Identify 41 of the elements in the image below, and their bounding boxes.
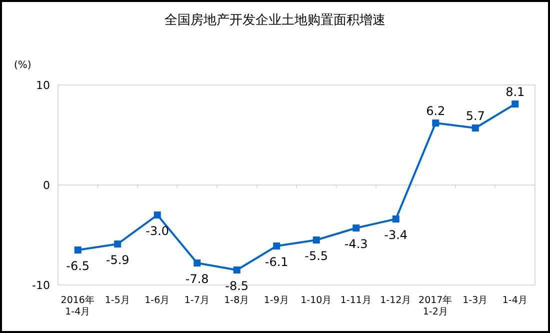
point <box>74 246 82 254</box>
point <box>472 124 479 132</box>
text: 8.1 <box>506 85 525 99</box>
text: -3.0 <box>146 224 170 238</box>
text: -6.5 <box>66 259 90 273</box>
x-tick-label: 1-5月 <box>104 295 130 306</box>
x-tick-label: 2016年 1-4月 <box>60 294 95 318</box>
y-tick-label: 0 <box>43 179 50 192</box>
text: -5.9 <box>106 253 130 267</box>
text: 5.7 <box>466 109 485 123</box>
text: -5.5 <box>304 249 328 263</box>
x-tick-label: 2017年 1-2月 <box>418 294 453 318</box>
y-tick-label: 10 <box>36 79 50 92</box>
chart-title: 全国房地产开发企业土地购置面积增速 <box>164 12 386 28</box>
text: -3.4 <box>384 228 408 242</box>
point <box>273 242 280 250</box>
x-tick-label: 1-10月 <box>300 295 332 306</box>
text: -7.8 <box>185 272 209 286</box>
text: -8.5 <box>225 279 249 293</box>
point <box>512 100 519 108</box>
x-tick-label: 1-12月 <box>380 295 412 306</box>
y-axis-title: (%) <box>14 60 32 71</box>
x-tick-label: 1-3月 <box>462 295 488 306</box>
point <box>114 240 122 248</box>
point <box>194 260 201 266</box>
point <box>352 224 360 232</box>
x-tick-label: 1-6月 <box>144 295 170 306</box>
text: -4.3 <box>344 237 368 251</box>
point <box>233 266 240 274</box>
text: 6.2 <box>426 104 446 118</box>
point <box>312 236 320 244</box>
point <box>432 120 440 126</box>
x-tick-label: 1-7月 <box>184 295 210 306</box>
x-tick-label: 1-4月 <box>502 295 528 306</box>
point <box>392 216 400 222</box>
x-tick-label: 1-9月 <box>264 295 290 306</box>
x-tick-label: 1-11月 <box>340 295 372 306</box>
point <box>154 212 161 218</box>
text: -6.1 <box>264 255 288 269</box>
y-tick-label: -10 <box>32 279 50 292</box>
x-tick-label: 1-8月 <box>224 295 250 306</box>
